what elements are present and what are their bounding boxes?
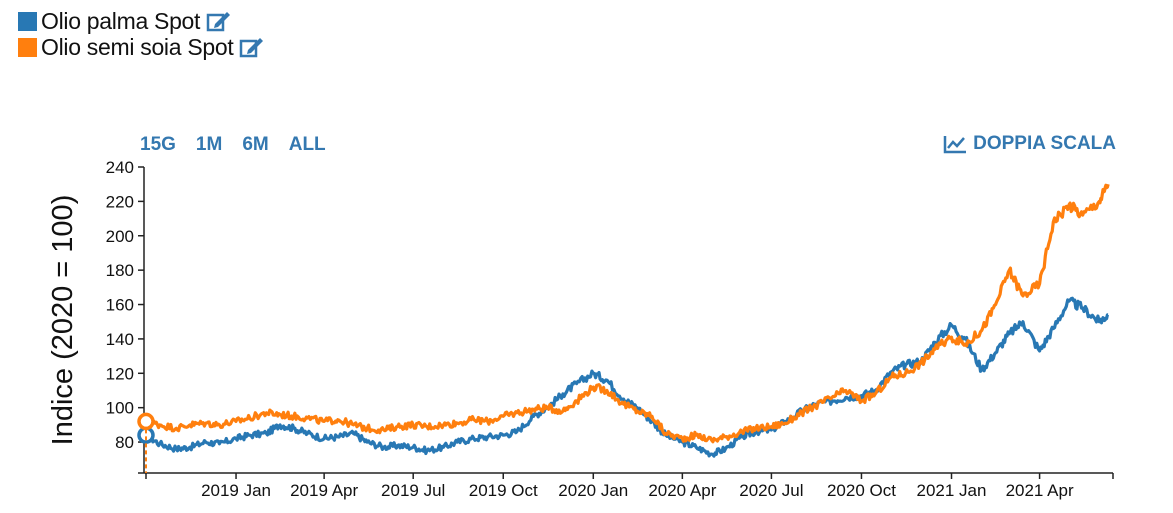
edit-icon[interactable]	[206, 10, 232, 32]
range-all-button[interactable]: ALL	[288, 134, 326, 155]
x-tick-label: 2019 Jan	[201, 481, 271, 500]
x-tick-label: 2019 Jul	[381, 481, 445, 500]
x-tick-label: 2021 Apr	[1006, 481, 1074, 500]
y-tick-label: 140	[106, 330, 134, 349]
legend-swatch-olio-palma	[18, 11, 37, 31]
series-line-olio-soia	[144, 183, 1110, 444]
y-tick-label: 200	[106, 227, 134, 246]
range-selector: 15G 1M 6M ALL	[140, 134, 346, 156]
dual-scale-label: DOPPIA SCALA	[973, 133, 1116, 154]
series-line-olio-palma	[144, 296, 1110, 458]
legend-item-olio-palma[interactable]: Olio palma Spot	[18, 8, 265, 34]
x-tick-label: 2020 Jul	[739, 481, 803, 500]
y-tick-label: 80	[115, 433, 134, 452]
x-tick-label: 2019 Apr	[290, 481, 358, 500]
legend-swatch-olio-soia	[18, 37, 37, 57]
legend: Olio palma Spot Olio semi soia Spot	[18, 8, 265, 60]
start-marker-olio-soia	[137, 412, 155, 431]
y-tick-label: 240	[106, 158, 134, 177]
y-axis: 80 100 120 140 160 180 200 220 240	[106, 158, 145, 474]
range-1m-button[interactable]: 1M	[195, 134, 223, 155]
edit-icon[interactable]	[239, 36, 265, 58]
range-6m-button[interactable]: 6M	[242, 134, 269, 155]
x-tick-label: 2019 Oct	[469, 481, 538, 500]
line-chart-icon	[943, 136, 967, 154]
y-tick-label: 100	[106, 399, 134, 418]
y-axis-label: Indice (2020 = 100)	[47, 195, 79, 446]
series-group	[137, 183, 1110, 473]
x-tick-label: 2021 Jan	[917, 481, 987, 500]
x-tick-label: 2020 Jan	[558, 481, 628, 500]
y-tick-label: 160	[106, 296, 134, 315]
y-tick-label: 220	[106, 192, 134, 211]
x-axis: 2019 Jan 2019 Apr 2019 Jul 2019 Oct 2020 Jan…	[144, 472, 1114, 500]
x-tick-label: 2020 Apr	[648, 481, 716, 500]
x-tick-label: 2020 Oct	[827, 481, 896, 500]
legend-label-olio-palma: Olio palma Spot	[41, 7, 201, 34]
range-15g-button[interactable]: 15G	[140, 134, 176, 155]
y-tick-label: 120	[106, 364, 134, 383]
start-marker-olio-palma	[137, 426, 155, 444]
y-tick-label: 180	[106, 261, 134, 280]
legend-label-olio-soia: Olio semi soia Spot	[41, 33, 234, 60]
legend-item-olio-soia[interactable]: Olio semi soia Spot	[18, 34, 265, 60]
dual-scale-button[interactable]: DOPPIA SCALA	[943, 133, 1116, 155]
